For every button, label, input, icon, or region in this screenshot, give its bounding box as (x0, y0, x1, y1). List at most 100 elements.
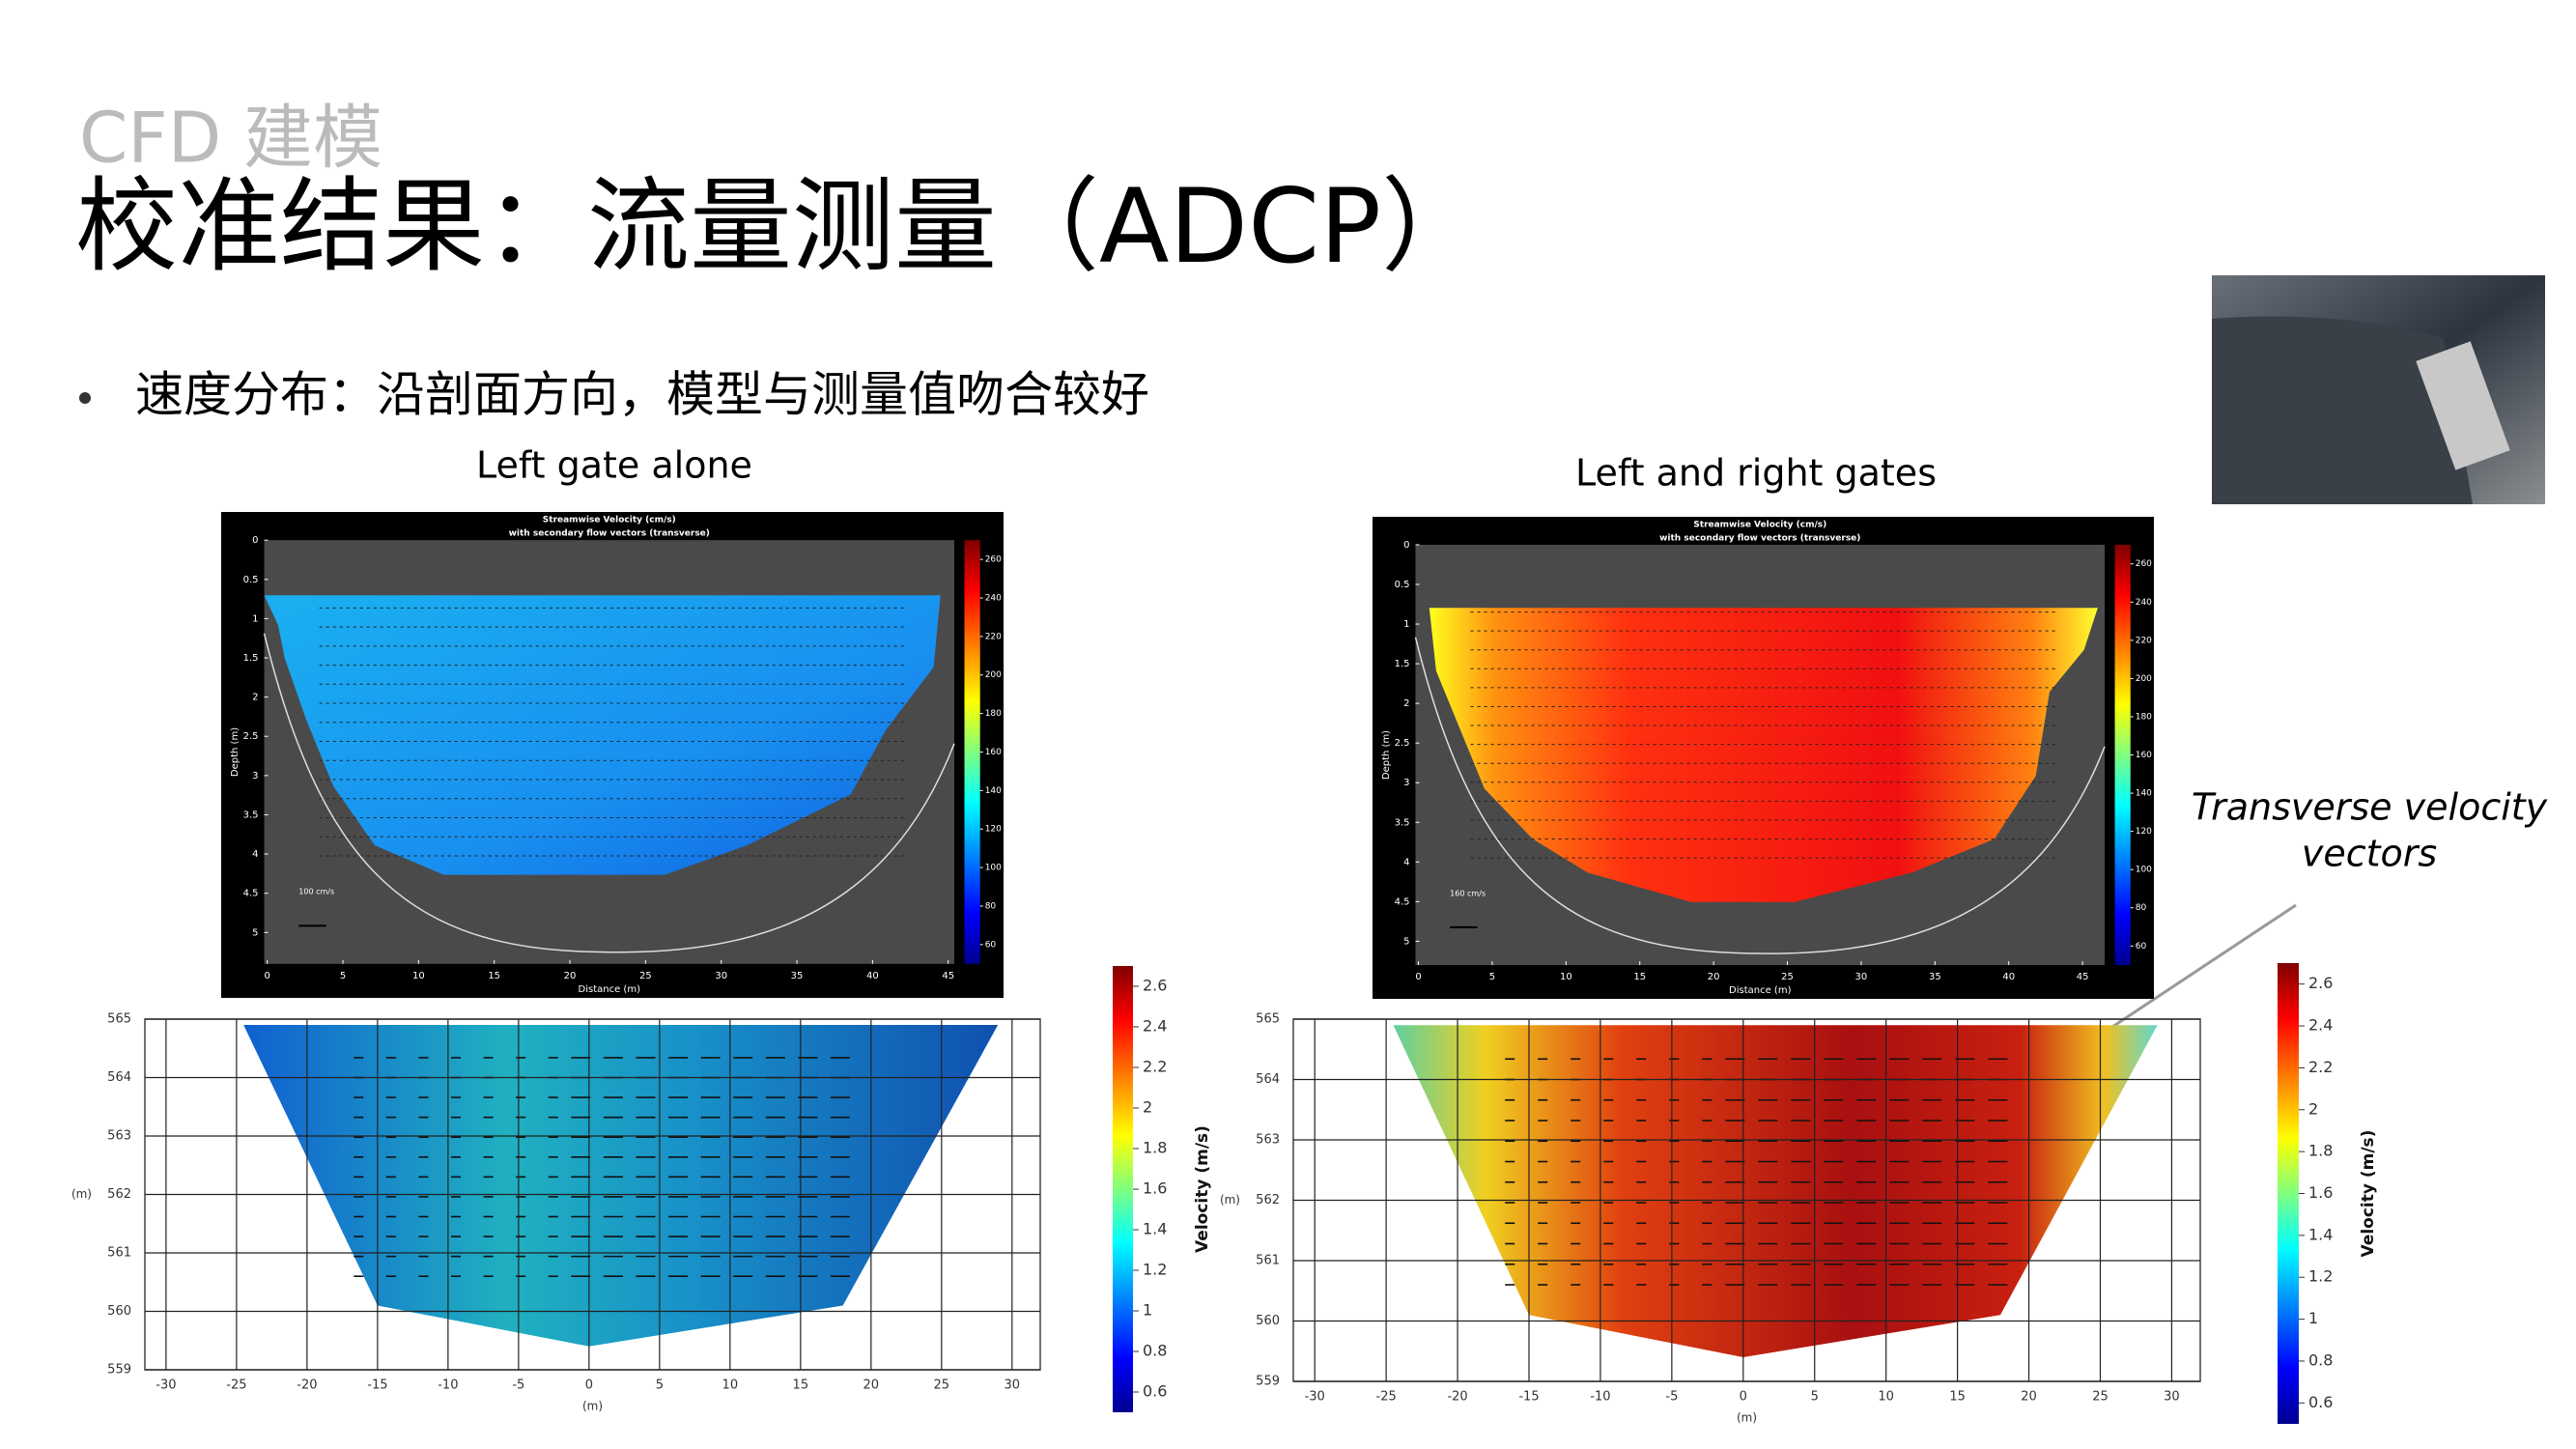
colorbar-tick-label: 180 (2136, 712, 2152, 722)
cfd-figure: -30 -25 -20 -15 -10 -5 0 5 10 15 20 25 3055956056156… (71, 966, 1212, 1413)
bed-line (263, 633, 955, 953)
bullet-text: 速度分布：沿剖面方向，模型与测量值吻合较好 (135, 367, 1149, 423)
colorbar-tick-label: 200 (985, 670, 1002, 680)
colorbar-tick-label: 1.8 (1143, 1139, 1167, 1157)
x-tick-label: 45 (942, 971, 954, 981)
colorbar-tick-label: 120 (2136, 827, 2152, 837)
y-tick-label: 565 (1256, 1012, 1280, 1027)
figures: Streamwise Velocity (cm/s) with secondary… (71, 512, 2378, 1425)
x-tick-label: 10 (412, 971, 425, 981)
y-tick-label: 2.5 (243, 731, 259, 742)
y-axis-label: (m) (71, 1187, 92, 1201)
y-tick-label: 2 (1403, 698, 1409, 709)
colorbar-tick-label: 140 (2136, 789, 2152, 799)
x-tick-label: 15 (488, 971, 500, 981)
colorbar-tick-label: 2.6 (1143, 977, 1167, 995)
y-tick-label: 560 (1256, 1314, 1280, 1328)
x-tick-label: 45 (2077, 972, 2089, 982)
x-tick-label: 0 (1740, 1390, 1747, 1405)
colorbar-tick-label: 2.2 (2308, 1058, 2333, 1076)
colorbar-tick-label: 240 (2136, 598, 2152, 608)
colorbar-tick-label: 2 (2308, 1099, 2318, 1118)
subtitle: CFD 建模 (79, 98, 382, 179)
cfd-figure: -30 -25 -20 -15 -10 -5 0 5 10 15 20 25 3055956056156… (1220, 963, 2378, 1425)
y-tick-label: 5 (252, 927, 258, 938)
colorbar-tick-label: 2.4 (1143, 1017, 1167, 1036)
colorbar-label: Velocity (m/s) (2359, 1130, 2378, 1258)
y-tick-label: 562 (1256, 1193, 1280, 1208)
colorbar-tick-label: 1.4 (1143, 1220, 1167, 1238)
x-axis-label: Distance (m) (1729, 985, 1792, 996)
x-tick-label: 25 (1781, 972, 1794, 982)
x-tick-label: -25 (226, 1378, 246, 1393)
colorbar-tick-label: 1.6 (1143, 1179, 1167, 1198)
x-tick-label: 5 (1811, 1390, 1819, 1405)
x-tick-label: -25 (1376, 1390, 1397, 1405)
x-tick-label: 20 (564, 971, 577, 981)
figure-title: Streamwise Velocity (cm/s) (1693, 521, 1826, 530)
annotation: vectors (2302, 833, 2437, 875)
x-tick-label: -15 (1518, 1390, 1539, 1405)
x-tick-label: 15 (1633, 972, 1646, 982)
y-tick-label: 559 (1256, 1375, 1280, 1389)
y-tick-label: 0 (1403, 540, 1409, 551)
colorbar-tick-label: 1.4 (2308, 1225, 2333, 1243)
x-tick-label: 30 (715, 971, 727, 981)
x-tick-label: 0 (1415, 972, 1421, 982)
x-tick-label: 10 (1878, 1390, 1894, 1405)
y-tick-label: 561 (1256, 1254, 1280, 1268)
colorbar-tick-label: 80 (985, 901, 997, 911)
x-tick-label: 5 (340, 971, 346, 981)
y-axis-label: Depth (m) (230, 727, 241, 777)
x-axis-label: (m) (582, 1400, 603, 1413)
x-tick-label: -10 (1590, 1390, 1610, 1405)
y-tick-label: 3.5 (1395, 817, 1410, 828)
x-tick-label: -5 (1665, 1390, 1678, 1405)
y-tick-label: 1.5 (243, 653, 259, 664)
adcp-figure: Streamwise Velocity (cm/s) with secondary… (221, 512, 1004, 998)
x-tick-label: 0 (264, 971, 269, 981)
colorbar-tick-label: 260 (985, 555, 1002, 565)
x-tick-label: 20 (2021, 1390, 2037, 1405)
bullet-dot (79, 392, 91, 404)
y-tick-label: 1 (1403, 619, 1409, 630)
y-tick-label: 2 (252, 693, 258, 703)
x-tick-label: -20 (297, 1378, 317, 1393)
colorbar-tick-label: 220 (985, 632, 1002, 641)
x-tick-label: 40 (2002, 972, 2015, 982)
velocity-field (264, 595, 941, 875)
x-axis-label: (m) (1737, 1411, 1757, 1425)
x-tick-label: 30 (2164, 1390, 2180, 1405)
y-tick-label: 4 (252, 849, 258, 860)
colorbar-tick-label: 0.6 (2308, 1393, 2333, 1411)
velocity-field (1429, 608, 2098, 902)
y-tick-label: 2.5 (1395, 738, 1410, 749)
x-tick-label: 10 (1560, 972, 1572, 982)
colorbar (2114, 544, 2131, 966)
x-tick-label: 30 (1005, 1378, 1021, 1393)
x-tick-label: -15 (367, 1378, 387, 1393)
figure-title: with secondary flow vectors (transverse) (1659, 534, 1860, 544)
x-tick-label: 0 (585, 1378, 593, 1393)
x-tick-label: 35 (1929, 972, 1941, 982)
colorbar-tick-label: 1 (2308, 1309, 2318, 1327)
x-tick-label: -30 (1305, 1390, 1325, 1405)
scale-label: 160 cm/s (1450, 890, 1486, 898)
bed-line (1414, 637, 2106, 954)
y-tick-label: 564 (1256, 1072, 1280, 1087)
y-tick-label: 0.5 (1395, 580, 1410, 590)
colorbar-tick-label: 160 (2136, 751, 2152, 760)
x-tick-label: -5 (512, 1378, 524, 1393)
colorbar (964, 540, 980, 964)
colorbar-label: Velocity (m/s) (1193, 1125, 1212, 1253)
colorbar-tick-label: 240 (985, 593, 1002, 603)
x-tick-label: -30 (156, 1378, 176, 1393)
x-tick-label: 40 (866, 971, 879, 981)
colorbar-tick-label: 1 (1143, 1301, 1152, 1320)
colorbar-tick-label: 140 (985, 786, 1002, 796)
y-tick-label: 562 (107, 1187, 131, 1202)
panel-label: Left gate alone (476, 444, 752, 487)
colorbar-tick-label: 60 (985, 940, 997, 950)
x-tick-label: 25 (2092, 1390, 2109, 1405)
